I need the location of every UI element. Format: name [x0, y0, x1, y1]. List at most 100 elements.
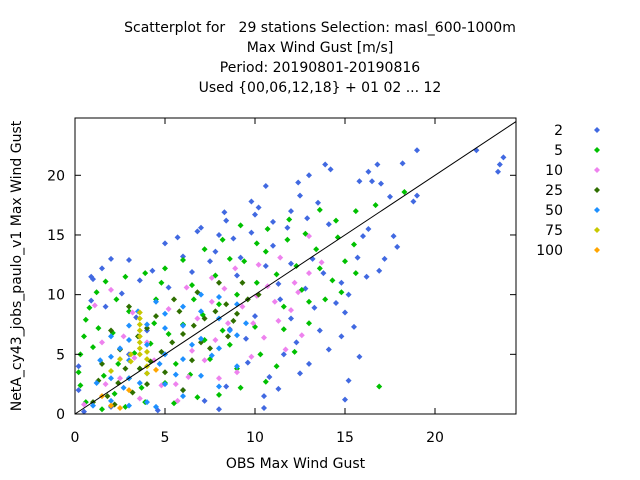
data-point — [250, 320, 257, 327]
data-point — [115, 360, 122, 367]
data-point — [304, 215, 311, 222]
data-point — [248, 198, 255, 205]
data-point — [284, 224, 291, 231]
data-point — [104, 393, 111, 400]
data-point — [237, 254, 244, 261]
data-point — [306, 320, 312, 327]
data-point — [410, 198, 417, 205]
data-point — [342, 396, 348, 403]
data-point — [189, 347, 195, 354]
data-point — [248, 353, 255, 360]
data-point — [342, 309, 348, 316]
title-line-period: Period: 20190801-20190816 — [219, 60, 421, 76]
data-point — [144, 370, 150, 377]
data-point — [306, 298, 312, 305]
legend-label: 100 — [536, 243, 563, 259]
data-point — [255, 261, 262, 268]
legend-marker — [594, 227, 600, 233]
data-point — [127, 351, 134, 358]
data-point — [234, 272, 240, 279]
data-point — [93, 289, 100, 296]
data-point — [345, 291, 352, 298]
data-point — [297, 192, 303, 199]
data-point — [399, 160, 406, 167]
data-point — [198, 308, 204, 315]
title-line-variable: Max Wind Gust [m/s] — [246, 40, 394, 56]
data-point — [293, 339, 300, 346]
data-point — [275, 317, 282, 324]
data-point — [88, 273, 95, 280]
data-point — [91, 302, 98, 309]
data-point — [201, 315, 208, 322]
legend-label: 50 — [545, 203, 563, 219]
data-point — [108, 402, 114, 409]
data-point — [120, 384, 127, 391]
data-point — [338, 333, 345, 340]
data-point — [212, 308, 219, 315]
data-point — [306, 270, 312, 277]
data-point — [75, 387, 82, 394]
data-point — [198, 291, 204, 298]
data-point — [356, 178, 363, 185]
data-point — [381, 255, 388, 262]
data-point — [99, 339, 105, 346]
data-point — [262, 183, 269, 190]
data-point — [136, 277, 143, 284]
data-point — [144, 356, 150, 363]
data-point — [237, 222, 244, 229]
x-tick-label: 0 — [71, 430, 80, 446]
data-point — [144, 381, 150, 388]
x-tick-label: 20 — [426, 430, 444, 446]
data-point — [239, 279, 246, 286]
data-point — [189, 282, 195, 289]
data-point — [351, 241, 357, 248]
data-point — [126, 387, 132, 394]
data-point — [102, 381, 109, 388]
data-point — [172, 371, 179, 378]
data-point — [108, 327, 114, 334]
data-point — [414, 147, 420, 154]
data-point — [216, 301, 222, 308]
data-point — [325, 221, 332, 228]
data-point — [81, 408, 87, 415]
data-point — [277, 296, 284, 303]
x-tick-label: 5 — [161, 430, 170, 446]
data-point — [306, 172, 312, 179]
data-point — [131, 354, 138, 361]
data-point — [262, 263, 269, 269]
data-point — [153, 366, 159, 373]
data-point — [226, 341, 233, 348]
data-point — [363, 273, 370, 280]
data-point — [144, 399, 150, 406]
data-point — [93, 379, 100, 386]
data-point — [126, 303, 132, 310]
data-point — [138, 384, 145, 391]
data-point — [162, 325, 168, 332]
data-point — [100, 372, 107, 379]
data-point — [500, 154, 507, 161]
data-point — [153, 313, 159, 320]
data-point — [95, 325, 102, 332]
data-point — [108, 286, 114, 293]
legend-label: 25 — [545, 183, 563, 199]
plot-frame — [74, 117, 517, 415]
data-point — [108, 397, 114, 404]
data-point — [280, 303, 287, 310]
data-point — [261, 405, 267, 412]
data-point — [144, 325, 150, 332]
data-point — [316, 206, 323, 213]
data-point — [338, 289, 345, 296]
y-tick-label: 5 — [56, 347, 65, 363]
data-point — [127, 358, 134, 365]
data-point — [117, 375, 123, 382]
data-point — [219, 236, 226, 243]
data-point — [189, 341, 195, 348]
data-point — [354, 254, 361, 261]
data-point — [216, 375, 222, 382]
data-point — [77, 382, 84, 389]
data-point — [248, 229, 255, 236]
data-point — [255, 204, 262, 211]
data-point — [288, 260, 294, 267]
data-point — [234, 363, 240, 370]
data-point — [86, 304, 93, 311]
